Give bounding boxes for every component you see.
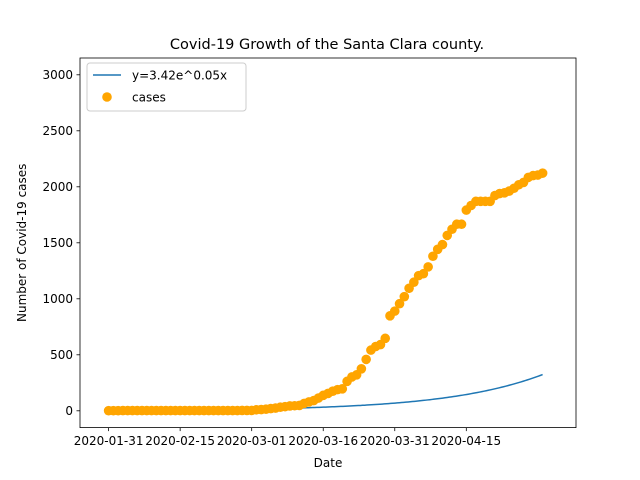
legend-scatter-marker: [102, 92, 112, 102]
legend-box: [86, 62, 247, 112]
data-point: [409, 277, 419, 288]
chart-title: Covid-19 Growth of the Santa Clara count…: [170, 37, 484, 53]
x-tick-label: 2020-03-16: [288, 434, 358, 448]
legend: y=3.42e^0.05x cases: [86, 62, 247, 112]
y-tick-label: 3000: [42, 68, 73, 82]
y-tick-label: 2000: [42, 180, 73, 194]
data-point: [356, 364, 367, 374]
x-tick-label: 2020-04-15: [431, 434, 501, 448]
x-tick-label: 2020-03-31: [360, 434, 430, 448]
data-point: [337, 384, 348, 394]
legend-label-cases: cases: [132, 91, 166, 105]
data-point: [456, 219, 467, 230]
data-point: [361, 354, 371, 365]
legend-label-fit: y=3.42e^0.05x: [132, 69, 227, 83]
y-axis-label: Number of Covid-19 cases: [15, 164, 29, 322]
y-tick-label: 1000: [42, 292, 73, 306]
x-tick-label: 2020-02-15: [145, 434, 215, 448]
plot-frame: [79, 57, 577, 429]
data-point: [437, 239, 448, 250]
y-tick-label: 1500: [42, 236, 73, 250]
y-tick-label: 0: [65, 404, 73, 418]
x-axis-label: Date: [314, 456, 343, 470]
data-point: [380, 333, 391, 344]
x-tick-label: 2020-03-01: [217, 434, 287, 448]
data-point: [428, 251, 438, 262]
data-point: [423, 262, 433, 272]
y-tick-label: 500: [50, 348, 73, 362]
y-tick-label: 2500: [42, 124, 73, 138]
data-point: [537, 168, 548, 178]
data-point: [399, 291, 410, 302]
data-point: [389, 306, 400, 316]
data-point: [394, 298, 405, 309]
data-point: [418, 268, 429, 279]
x-tick-label: 2020-01-31: [74, 434, 144, 448]
